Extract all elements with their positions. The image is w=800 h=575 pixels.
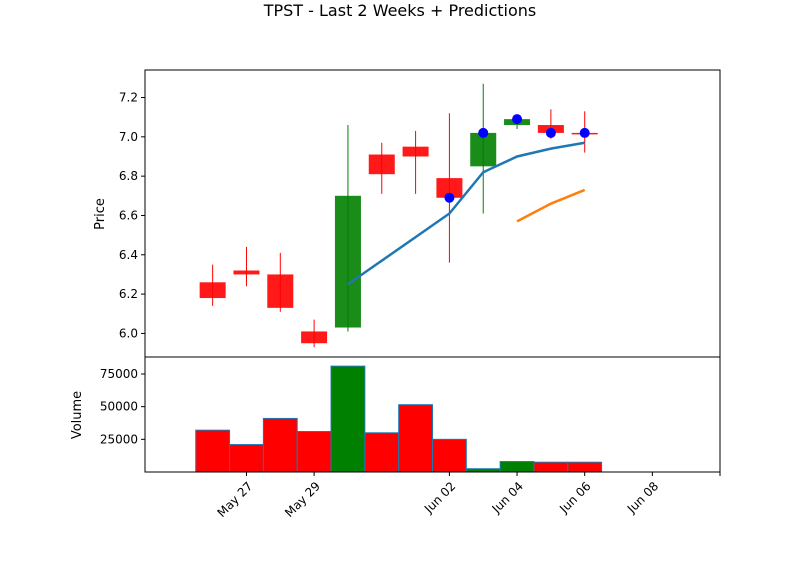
x-tick-label: Jun 08: [624, 479, 661, 516]
prediction-marker: [478, 127, 489, 138]
volume-axes-frame: [144, 356, 721, 473]
prediction-marker: [444, 192, 455, 203]
price-y-tick-label: 6.2: [119, 287, 138, 301]
x-tick-label: Jun 04: [489, 479, 526, 516]
candle-body: [233, 270, 260, 275]
price-axes-frame: [144, 69, 721, 358]
price-panel: 6.0 6.2 6.4 6.6 6.8 7.0 7.2: [119, 69, 721, 358]
volume-y-tick-label: 75000: [100, 367, 138, 381]
trend-line: [347, 141, 585, 286]
volume-bar: [398, 404, 434, 473]
candle-body: [334, 195, 361, 328]
volume-y-tick-label: 50000: [100, 400, 138, 414]
volume-bar: [432, 438, 467, 473]
volume-bar: [262, 417, 298, 473]
candle-body: [199, 282, 226, 299]
price-y-tick-label: 7.0: [119, 130, 138, 144]
volume-panel: 25000 50000 75000 May 27 May 29 Jun 02 Jun 04 J…: [100, 356, 721, 520]
volume-y-tick-label: 25000: [100, 432, 138, 446]
x-tick-label: Jun 06: [556, 479, 593, 516]
prediction-line: [516, 188, 586, 223]
volume-bar: [499, 461, 535, 473]
volume-bar: [195, 429, 231, 473]
volume-bar: [364, 432, 400, 473]
x-tick-label: Jun 02: [421, 479, 458, 516]
candle-body: [470, 132, 497, 167]
volume-bar: [567, 461, 603, 473]
price-y-tick-label: 6.6: [119, 208, 138, 222]
price-y-tick-label: 6.0: [119, 326, 138, 340]
candle-body: [436, 178, 463, 198]
volume-bar: [229, 444, 264, 473]
prediction-marker: [579, 127, 590, 138]
candle-body: [402, 146, 429, 157]
chart-title: TPST - Last 2 Weeks + Predictions: [263, 1, 537, 20]
volume-bar: [296, 430, 332, 473]
price-y-tick-label: 7.2: [119, 91, 138, 105]
candle-body: [267, 274, 294, 308]
price-y-tick-label: 6.4: [119, 248, 138, 262]
volume-axis-label: Volume: [70, 391, 85, 439]
volume-bar: [330, 365, 366, 473]
candle-body: [301, 331, 328, 344]
x-tick-label: May 27: [214, 479, 255, 520]
candle-body: [368, 154, 395, 175]
volume-bar: [533, 461, 569, 473]
prediction-marker: [545, 127, 556, 138]
x-tick-label: May 29: [282, 479, 323, 520]
price-axis-label: Price: [93, 198, 108, 230]
prediction-marker: [512, 114, 523, 125]
price-y-tick-label: 6.8: [119, 169, 138, 183]
